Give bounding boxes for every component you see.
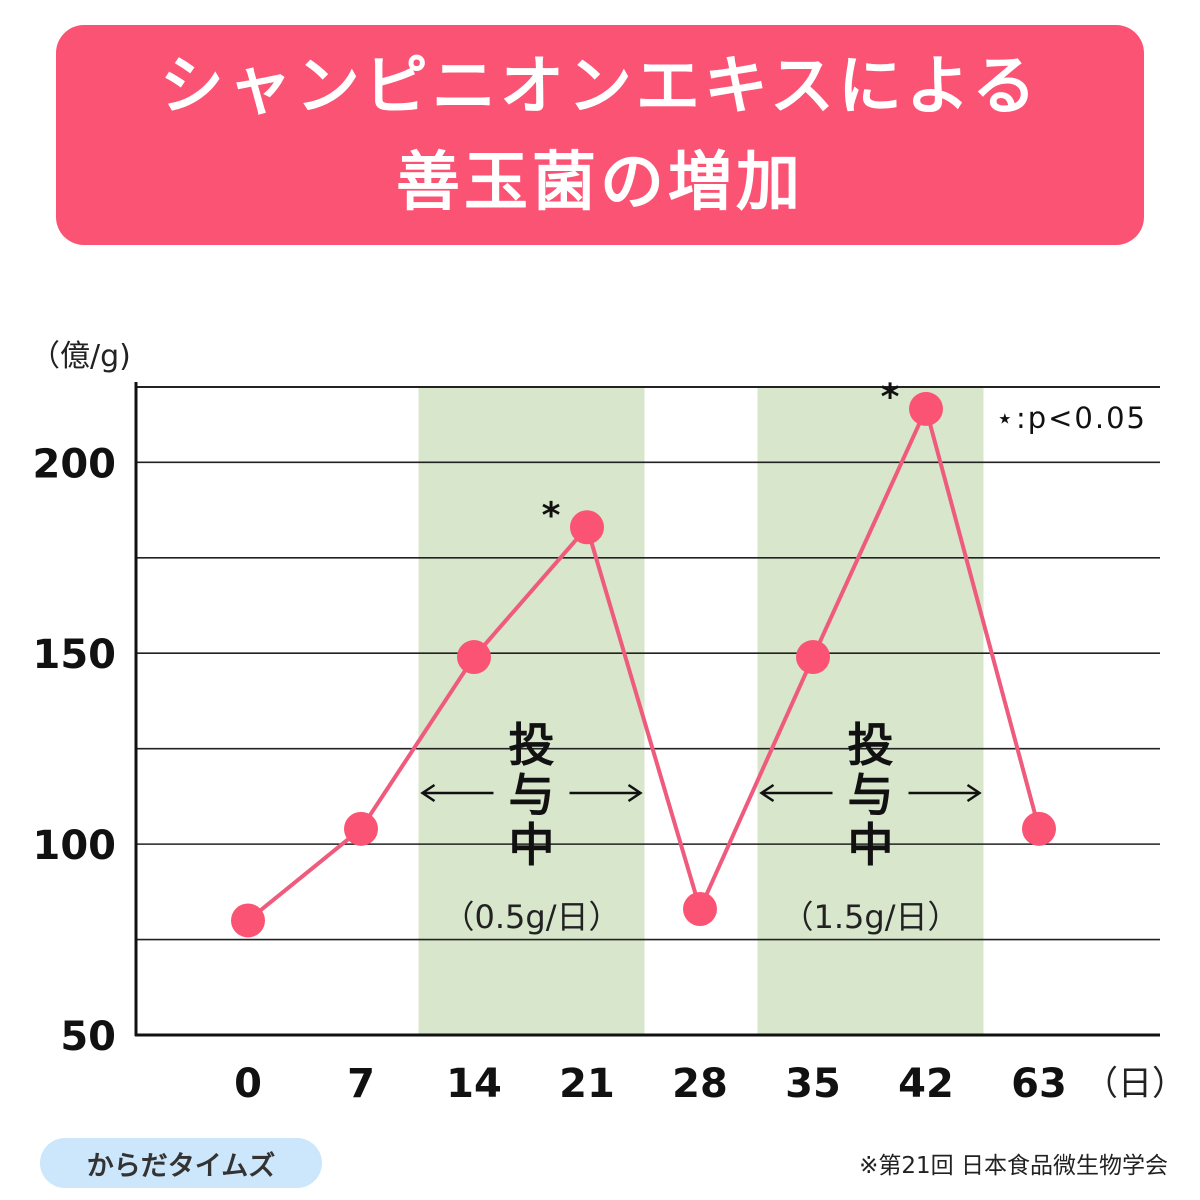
- brand-badge: からだタイムズ: [40, 1138, 322, 1188]
- shaded-period-2: [757, 386, 984, 1035]
- y-tick-label: 150: [33, 632, 117, 678]
- title-line-2: 善玉菌の増加: [396, 146, 804, 220]
- y-tick-label: 50: [60, 1014, 116, 1060]
- title-line-1: シャンピニオンエキスによる: [159, 50, 1041, 124]
- period-label-char: 与: [848, 768, 894, 822]
- source-note: ※第21回 日本食品微生物学会: [859, 1153, 1168, 1179]
- significance-marker: *: [542, 495, 561, 536]
- data-point: [344, 811, 378, 846]
- period-label-char: 中: [848, 818, 894, 872]
- right-arrowhead-icon: [627, 783, 643, 803]
- data-point: [796, 640, 830, 675]
- y-tick-label: 100: [33, 823, 117, 869]
- y-axis-unit: （億/g): [30, 339, 131, 374]
- period-label-char: 投: [848, 718, 894, 772]
- period-label-char: 投: [509, 718, 555, 772]
- x-tick-label: 14: [446, 1061, 502, 1107]
- left-arrowhead-icon: [759, 783, 775, 803]
- period-dose-label: （1.5g/日）: [782, 898, 960, 936]
- x-tick-label: 42: [898, 1061, 954, 1107]
- data-point: [1022, 811, 1056, 846]
- data-point: [909, 391, 943, 426]
- left-arrowhead-icon: [420, 783, 436, 803]
- x-tick-label: 28: [672, 1061, 728, 1107]
- significance-legend: ⋆:p<0.05: [996, 401, 1147, 435]
- shaded-period-1: [418, 386, 645, 1035]
- period-label-char: 与: [509, 768, 555, 822]
- data-point: [457, 640, 491, 675]
- x-tick-label: 7: [347, 1061, 375, 1107]
- right-arrowhead-icon: [966, 783, 982, 803]
- y-tick-label: 200: [33, 441, 117, 487]
- series-line: [246, 406, 1041, 923]
- x-tick-label: 35: [785, 1061, 841, 1107]
- period-label-char: 中: [509, 818, 555, 872]
- title-banner: シャンピニオンエキスによる 善玉菌の増加: [56, 25, 1144, 245]
- period-dose-label: （0.5g/日）: [443, 898, 621, 936]
- x-tick-label: 63: [1011, 1061, 1067, 1107]
- x-axis-unit: （日）: [1084, 1064, 1186, 1104]
- significance-marker: *: [881, 377, 900, 418]
- data-point: [231, 903, 265, 938]
- data-point: [570, 510, 604, 545]
- data-point: [683, 892, 717, 927]
- x-tick-label: 0: [234, 1061, 262, 1107]
- x-tick-label: 21: [559, 1061, 615, 1107]
